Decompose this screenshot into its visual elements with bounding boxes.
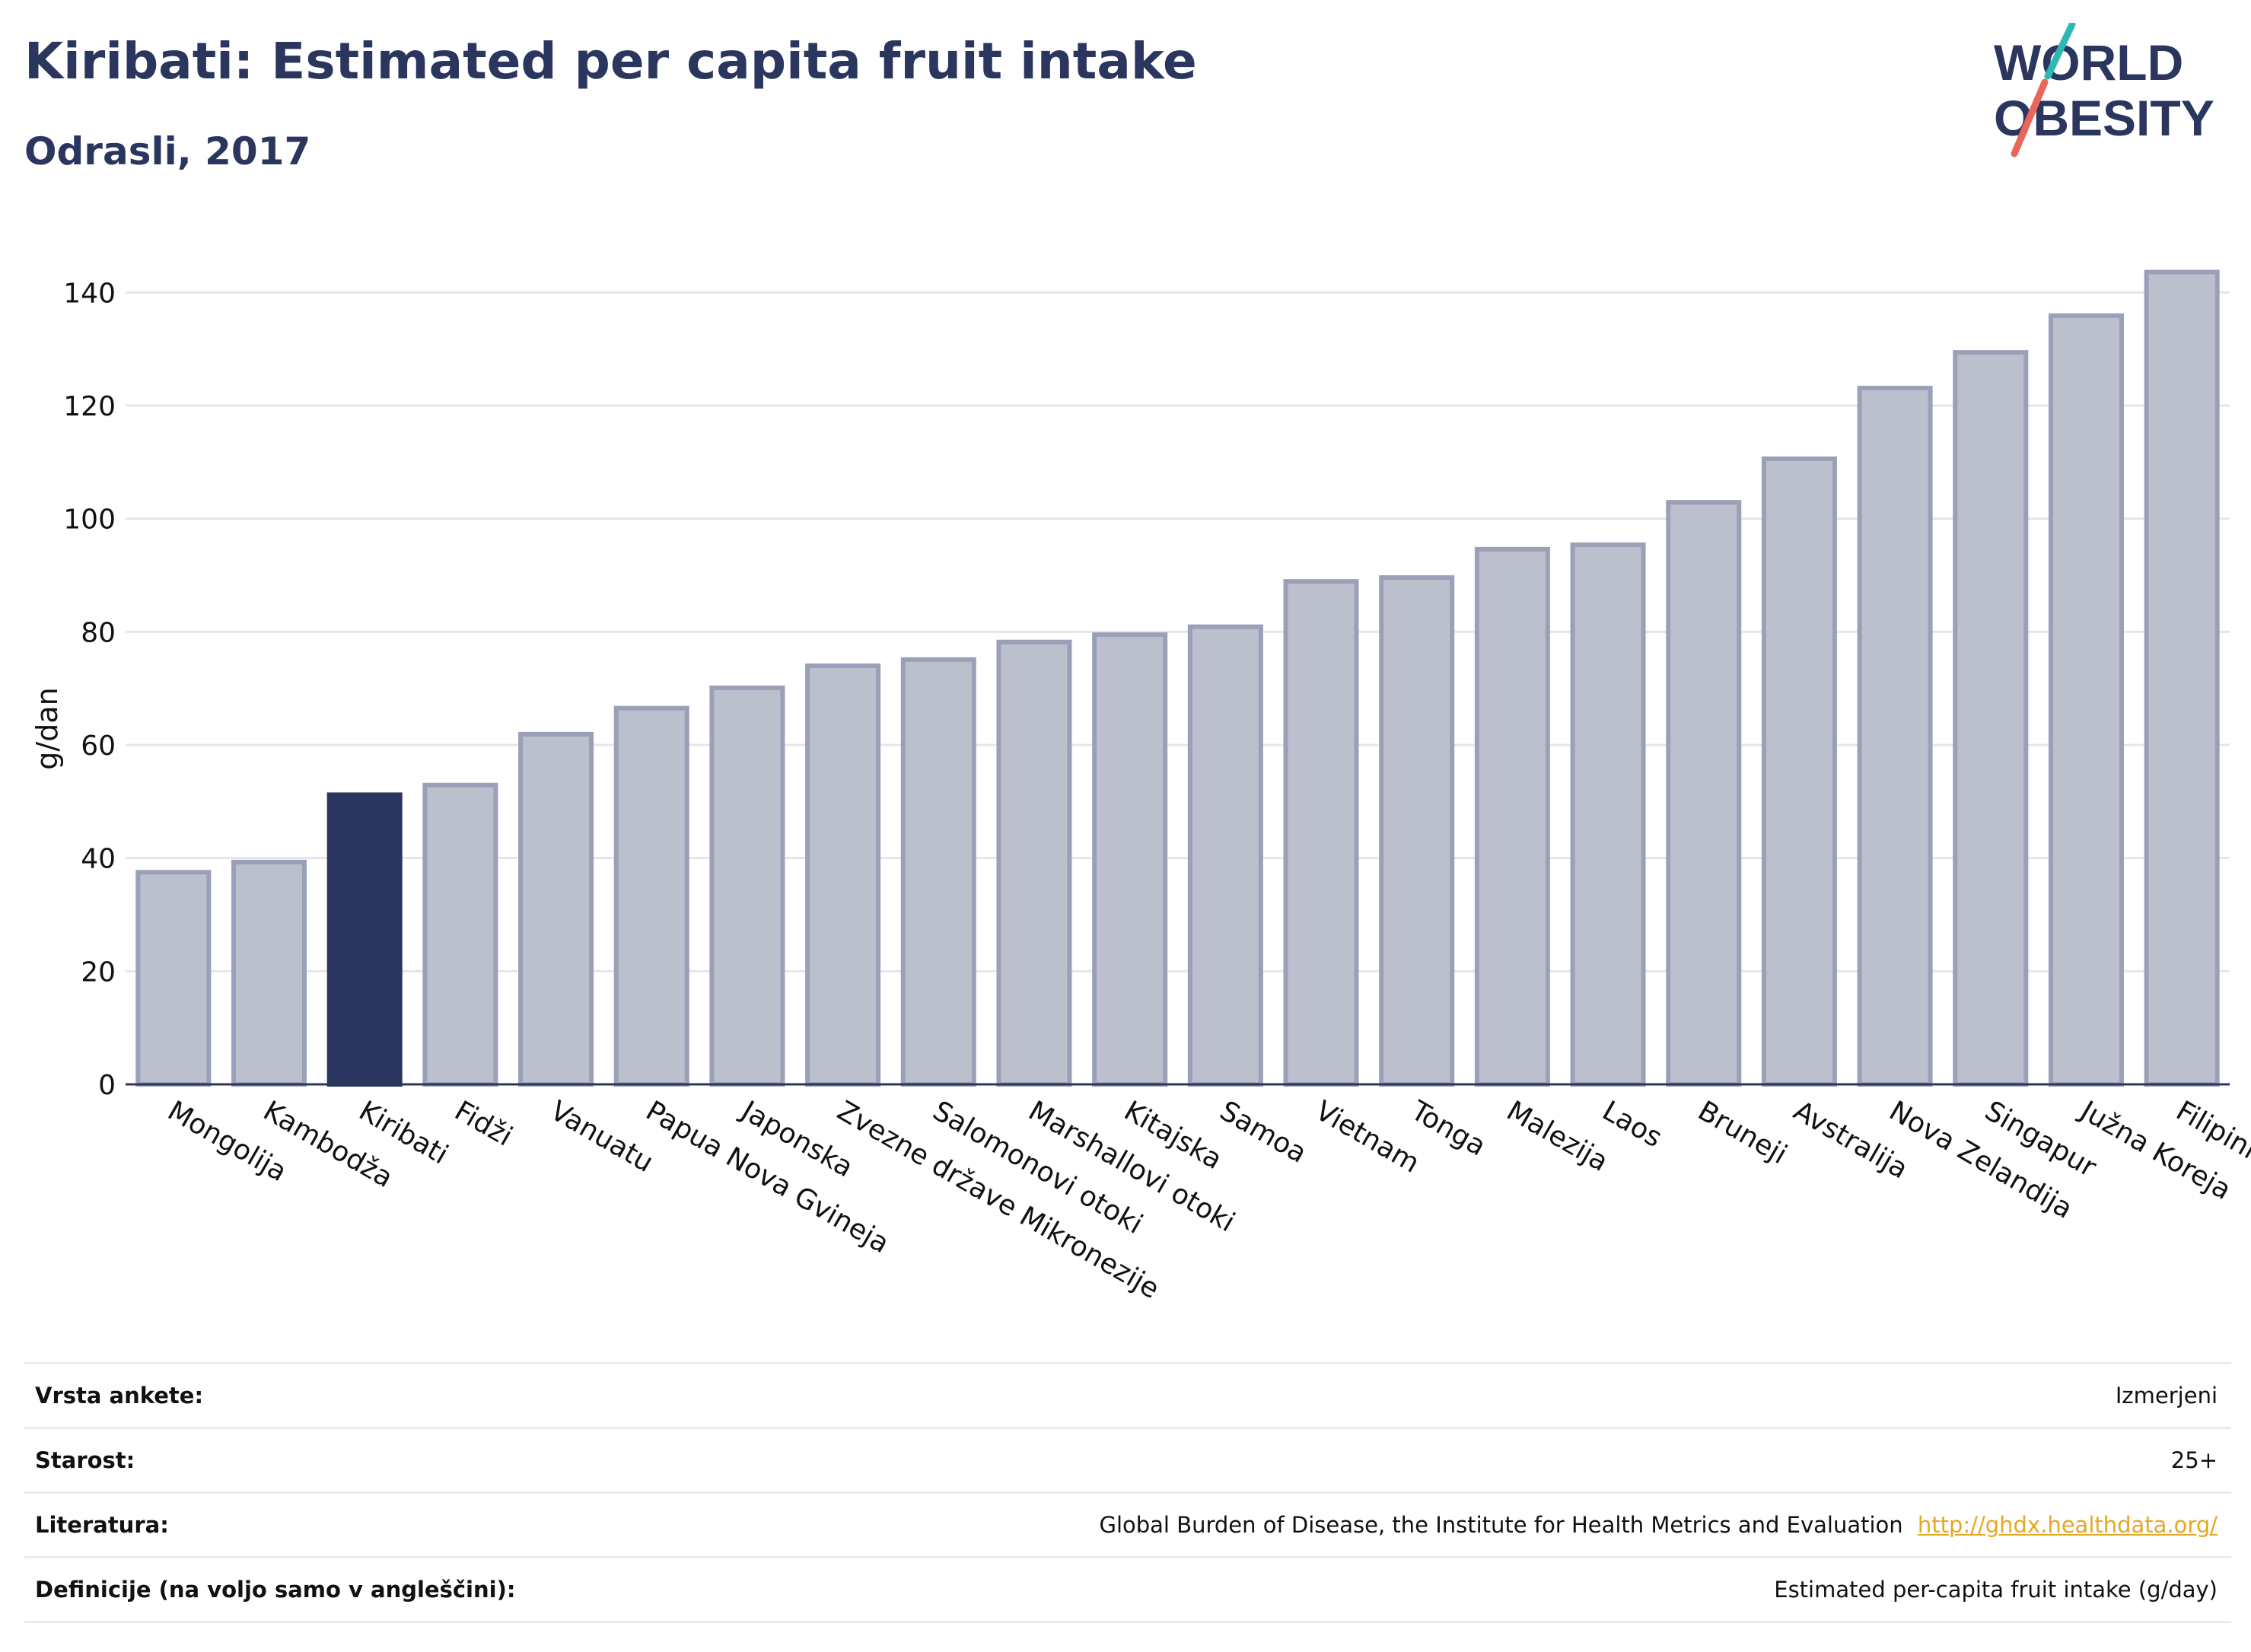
x-tick-label: Vietnam — [1310, 1095, 1425, 1179]
y-tick-label: 0 — [98, 1070, 116, 1101]
bar-papua-nova-gvineja[interactable] — [613, 705, 689, 1087]
bar-filipini[interactable] — [2144, 269, 2220, 1087]
bar-marshallovi-otoki[interactable] — [996, 639, 1072, 1087]
bar-kiribati[interactable] — [326, 792, 403, 1087]
chart-title: Kiribati: Estimated per capita fruit int… — [24, 32, 1197, 91]
y-tick-label: 140 — [63, 278, 116, 309]
info-value-literature: Global Burden of Disease, the Institute … — [1099, 1512, 2218, 1538]
y-axis-label: g/dan — [30, 687, 64, 769]
bar-vanuatu[interactable] — [518, 731, 594, 1087]
info-row-literature: Literatura: Global Burden of Disease, th… — [24, 1491, 2231, 1556]
info-label-literature: Literatura: — [35, 1512, 169, 1538]
x-tick-label: Fidži — [449, 1095, 517, 1152]
y-tick-label: 60 — [81, 731, 116, 762]
bar-bruneji[interactable] — [1666, 500, 1742, 1087]
info-value-survey: Izmerjeni — [2115, 1383, 2218, 1408]
x-tick-label: Bruneji — [1692, 1095, 1792, 1170]
info-row-age: Starost: 25+ — [24, 1427, 2231, 1491]
info-value-definitions: Estimated per-capita fruit intake (g/day… — [1774, 1577, 2218, 1603]
bar-kitajska[interactable] — [1092, 632, 1168, 1087]
y-tick-label: 20 — [81, 957, 116, 988]
bar-južna-koreja[interactable] — [2048, 313, 2124, 1087]
logo-word-world: WORLD — [1994, 34, 2183, 91]
x-tick-label: Malezija — [1501, 1095, 1613, 1178]
info-table: Vrsta ankete: Izmerjeni Starost: 25+ Lit… — [24, 1362, 2231, 1623]
bar-vietnam[interactable] — [1283, 579, 1359, 1087]
bar-japonska[interactable] — [709, 685, 785, 1087]
x-tick-label: Laos — [1597, 1095, 1667, 1154]
bar-samoa[interactable] — [1187, 624, 1263, 1087]
x-tick-label: Vanuatu — [545, 1095, 658, 1179]
info-row-survey: Vrsta ankete: Izmerjeni — [24, 1362, 2231, 1427]
bar-nova-zelandija[interactable] — [1857, 385, 1933, 1087]
bars — [135, 269, 2220, 1087]
logo-slash-coral — [2011, 78, 2049, 158]
chart-subtitle: Odrasli, 2017 — [24, 129, 311, 173]
info-label-survey: Vrsta ankete: — [35, 1383, 204, 1408]
bar-zvezne-države-mikronezije[interactable] — [805, 663, 881, 1087]
literature-source: Global Burden of Disease, the Institute … — [1099, 1512, 1903, 1538]
info-label-definitions: Definicije (na voljo samo v angleščini): — [35, 1577, 516, 1603]
bar-tonga[interactable] — [1379, 575, 1455, 1087]
world-obesity-logo[interactable]: WORLD OBESITY — [1990, 23, 2241, 160]
bar-malezija[interactable] — [1474, 546, 1550, 1087]
logo-slash-teal — [2044, 23, 2076, 80]
y-tick-label: 100 — [63, 505, 116, 536]
info-row-definitions: Definicije (na voljo samo v angleščini):… — [24, 1556, 2231, 1623]
info-label-age: Starost: — [35, 1447, 135, 1473]
bar-avstralija[interactable] — [1761, 456, 1837, 1087]
bar-laos[interactable] — [1570, 542, 1646, 1087]
y-tick-label: 40 — [81, 844, 116, 875]
info-value-age: 25+ — [2170, 1447, 2218, 1473]
y-tick-label: 120 — [63, 391, 116, 422]
bar-mongolija[interactable] — [135, 870, 212, 1087]
literature-link[interactable]: http://ghdx.healthdata.org/ — [1917, 1512, 2218, 1538]
y-axis-ticks: 0 20 40 60 80 100 120 140 — [63, 278, 116, 1101]
x-tick-label: Samoa — [1215, 1095, 1312, 1170]
bar-salomonovi-otoki[interactable] — [900, 657, 976, 1087]
bar-kambodža[interactable] — [231, 859, 307, 1087]
y-tick-label: 80 — [81, 617, 116, 648]
bar-fidži[interactable] — [422, 782, 498, 1087]
bar-singapur[interactable] — [1953, 350, 2029, 1087]
